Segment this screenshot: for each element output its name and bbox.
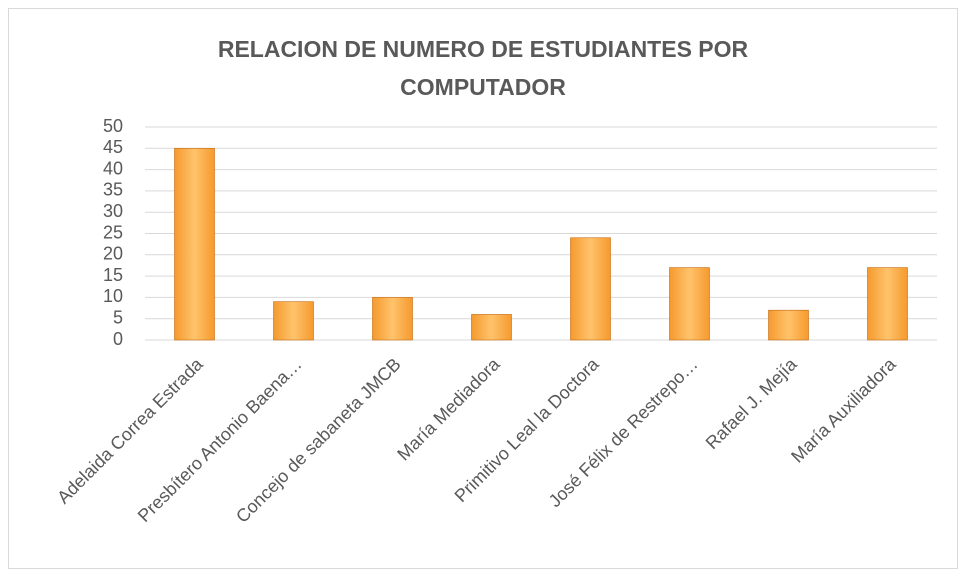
y-tick-label: 15 bbox=[103, 265, 123, 285]
y-tick-label: 0 bbox=[113, 329, 123, 349]
bar bbox=[273, 301, 314, 341]
x-tick-label: María Auxiliadora bbox=[787, 353, 900, 466]
bar bbox=[174, 148, 215, 341]
x-tick-label: María Mediadora bbox=[393, 353, 504, 464]
y-tick-label: 25 bbox=[103, 222, 123, 242]
bar bbox=[372, 297, 413, 341]
bar bbox=[867, 267, 908, 341]
y-tick-label: 30 bbox=[103, 201, 123, 221]
bar bbox=[768, 309, 809, 341]
y-tick-label: 5 bbox=[113, 307, 123, 327]
y-tick-label: 35 bbox=[103, 180, 123, 200]
bar bbox=[570, 237, 611, 341]
y-tick-label: 40 bbox=[103, 158, 123, 178]
x-tick-label: Presbítero Antonio Baena… bbox=[134, 354, 306, 526]
y-tick-label: 45 bbox=[103, 137, 123, 157]
y-tick-label: 20 bbox=[103, 244, 123, 264]
y-tick-label: 50 bbox=[103, 116, 123, 136]
bar bbox=[471, 314, 512, 341]
x-tick-label: Rafael J. Mejía bbox=[702, 353, 802, 453]
x-tick-label: Concejo de sabaneta JMCB bbox=[232, 354, 405, 527]
y-tick-label: 10 bbox=[103, 286, 123, 306]
bar bbox=[669, 267, 710, 341]
chart-border bbox=[8, 8, 958, 569]
chart-title: RELACION DE NUMERO DE ESTUDIANTES POR CO… bbox=[217, 36, 749, 100]
